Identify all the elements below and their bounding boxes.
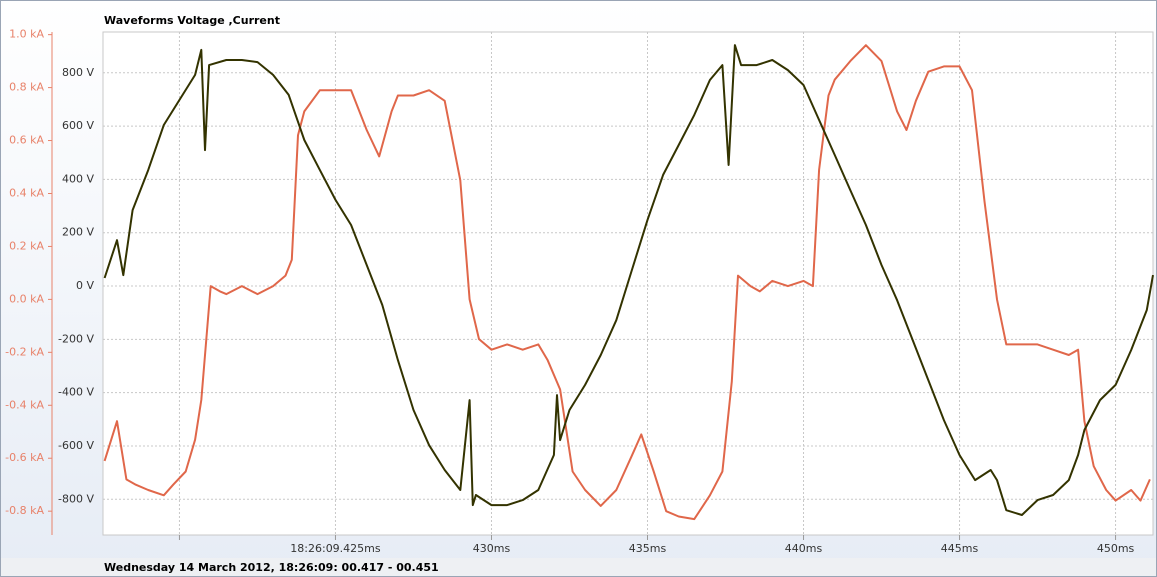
y2-tick-label: -0.4 kA: [5, 398, 44, 411]
y2-tick-label: 0.0 kA: [9, 292, 44, 305]
layer: 800 V 600 V 400 V 200 V 0 V -200 V -400 V -600 …: [5, 28, 1154, 555]
y2-tick-label: 1.0 kA: [9, 28, 44, 41]
y2-tick-label: -0.6 kA: [5, 451, 44, 464]
y-tick-label: -200 V: [58, 332, 94, 345]
y-tick-label: -600 V: [58, 439, 94, 452]
footer-text: Wednesday 14 March 2012, 18:26:09: 00.41…: [104, 561, 439, 574]
x-tick-label: 435ms: [629, 542, 667, 555]
y-tick-label: -400 V: [58, 386, 94, 399]
y2-tick-label: 0.2 kA: [9, 239, 44, 252]
y-tick-label: 200 V: [62, 226, 94, 239]
y-tick-label: 0 V: [76, 279, 94, 292]
x-tick-label: 445ms: [941, 542, 979, 555]
y2-tick-label: -0.2 kA: [5, 345, 44, 358]
y2-tick-label: 0.6 kA: [9, 134, 44, 147]
footer-bar: [1, 558, 1156, 576]
y-tick-label: 600 V: [62, 119, 94, 132]
x-tick-label: 430ms: [473, 542, 511, 555]
y2-tick-label: 0.8 kA: [9, 81, 44, 94]
x-tick-label: 18:26:09.425ms: [290, 542, 381, 555]
chart-title: Waveforms Voltage ,Current: [104, 14, 280, 27]
series-line: [103, 44, 1151, 521]
y2-tick-label: -0.8 kA: [5, 504, 44, 517]
y-tick-label: -800 V: [58, 492, 94, 505]
y-tick-label: 400 V: [62, 172, 94, 185]
y2-tick-label: 0.4 kA: [9, 186, 44, 199]
y-tick-label: 800 V: [62, 66, 94, 79]
x-tick-label: 440ms: [785, 542, 823, 555]
x-tick-label: 450ms: [1097, 542, 1135, 555]
series-line: [103, 44, 1154, 516]
